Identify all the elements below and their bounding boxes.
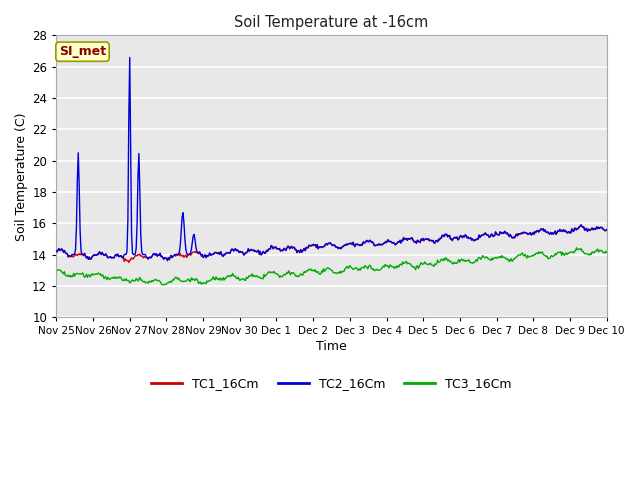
Title: Soil Temperature at -16cm: Soil Temperature at -16cm [234, 15, 429, 30]
Legend: TC1_16Cm, TC2_16Cm, TC3_16Cm: TC1_16Cm, TC2_16Cm, TC3_16Cm [146, 372, 517, 396]
Y-axis label: Soil Temperature (C): Soil Temperature (C) [15, 112, 28, 240]
X-axis label: Time: Time [316, 340, 347, 353]
Text: SI_met: SI_met [59, 45, 106, 58]
